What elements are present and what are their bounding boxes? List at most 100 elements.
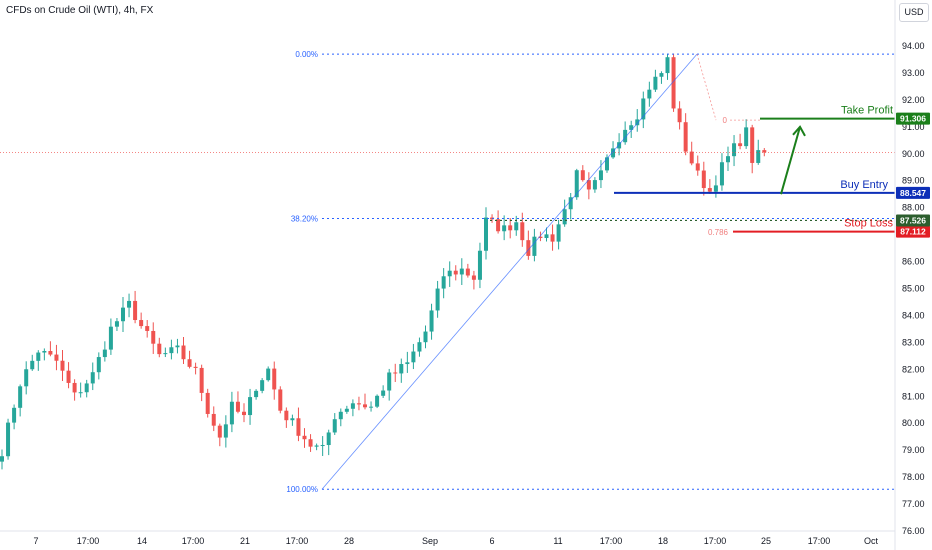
price-tick-label: 84.00 (902, 310, 925, 320)
candle-body (611, 148, 616, 158)
price-tick-label: 76.00 (902, 526, 925, 536)
time-tick-label: 25 (761, 536, 771, 546)
candle-body (520, 222, 525, 241)
candle-body (375, 395, 380, 407)
candles (0, 53, 767, 470)
candle-body (133, 300, 138, 321)
candle-body (108, 326, 113, 350)
price-tag-text-take-profit: 91.306 (900, 114, 926, 124)
candle-body (508, 225, 513, 231)
candle-body (677, 108, 682, 123)
candle-body (211, 413, 216, 426)
candle-body (121, 307, 125, 322)
currency-button[interactable]: USD (899, 3, 929, 22)
candle-body (235, 401, 240, 412)
candle-body (151, 330, 156, 344)
time-tick-label: 17:00 (77, 536, 100, 546)
candle-body (145, 326, 150, 331)
candle-body (187, 359, 192, 367)
candle-body (254, 390, 259, 398)
candle-body (453, 270, 458, 275)
candle-body (102, 349, 107, 358)
price-tick-label: 80.00 (902, 418, 925, 428)
time-tick-label: 17:00 (808, 536, 831, 546)
candle-body (320, 445, 325, 447)
candle-body (653, 76, 658, 90)
candle-body (592, 180, 597, 190)
candle-body (72, 382, 77, 393)
candle-body (344, 408, 349, 412)
candle-body (411, 351, 416, 363)
price-tick-label: 93.00 (902, 68, 925, 78)
candle-body (290, 418, 295, 421)
candle-body (683, 122, 688, 152)
time-tick-label: 21 (240, 536, 250, 546)
candle-body (260, 380, 265, 391)
candle-body (417, 342, 422, 352)
projection-arrow-shaft (780, 126, 801, 195)
candle-body (278, 389, 283, 411)
candle-body (635, 119, 640, 126)
candle-body (24, 369, 29, 387)
price-tick-label: 92.00 (902, 95, 925, 105)
candle-body (459, 268, 464, 275)
candle-body (217, 425, 222, 438)
candle-body (114, 321, 119, 327)
level-label-take-profit: Take Profit (841, 105, 893, 117)
candle-body (695, 163, 700, 171)
candle-body (363, 404, 367, 408)
candle-body (732, 143, 737, 157)
price-tick-label: 90.00 (902, 149, 925, 159)
candle-body (562, 209, 567, 225)
candle-body (738, 143, 743, 147)
candle-body (544, 234, 549, 239)
price-tag-text-stop-loss: 87.112 (900, 227, 926, 237)
candle-body (496, 219, 501, 232)
candle-body (127, 300, 132, 308)
candle-body (332, 419, 337, 433)
time-tick-label: 28 (344, 536, 354, 546)
candle-body (623, 129, 628, 143)
candle-body (308, 439, 313, 447)
time-tick-label: 14 (137, 536, 147, 546)
candle-body (756, 150, 761, 163)
price-tick-label: 82.00 (902, 364, 925, 374)
price-tag-text-dotted: 87.526 (900, 215, 926, 225)
candle-body (0, 456, 4, 462)
candle-body (356, 403, 361, 405)
candle-body (435, 288, 440, 311)
candle-body (671, 57, 676, 109)
candle-body (629, 125, 634, 130)
level-label-stop-loss: Stop Loss (844, 218, 893, 230)
candle-body (405, 362, 410, 365)
candle-body (701, 170, 706, 189)
candle-body (719, 162, 724, 186)
candle-body (248, 397, 253, 416)
candle-body (429, 310, 434, 332)
candle-body (266, 368, 271, 381)
candle-body (205, 392, 210, 414)
candle-body (350, 403, 355, 409)
candle-body (586, 180, 591, 190)
candle-body (484, 217, 488, 251)
candle-body (399, 364, 404, 374)
candle-body (574, 170, 579, 198)
time-tick-label: 17:00 (600, 536, 623, 546)
candle-body (30, 360, 35, 370)
price-tick-label: 88.00 (902, 203, 925, 213)
retracement-label: 0 (723, 116, 728, 125)
price-tick-label: 89.00 (902, 176, 925, 186)
price-tick-label: 78.00 (902, 472, 925, 482)
candle-body (66, 370, 71, 383)
fib-level-label: 100.00% (286, 485, 318, 494)
price-tick-label: 83.00 (902, 337, 925, 347)
candle-body (139, 320, 144, 327)
candle-body (423, 331, 428, 343)
candle-body (193, 366, 198, 368)
candle-body (18, 386, 23, 408)
candle-body (647, 89, 652, 99)
projection-arrow-head (792, 125, 806, 137)
candle-body (580, 170, 585, 181)
candle-body (665, 57, 670, 74)
